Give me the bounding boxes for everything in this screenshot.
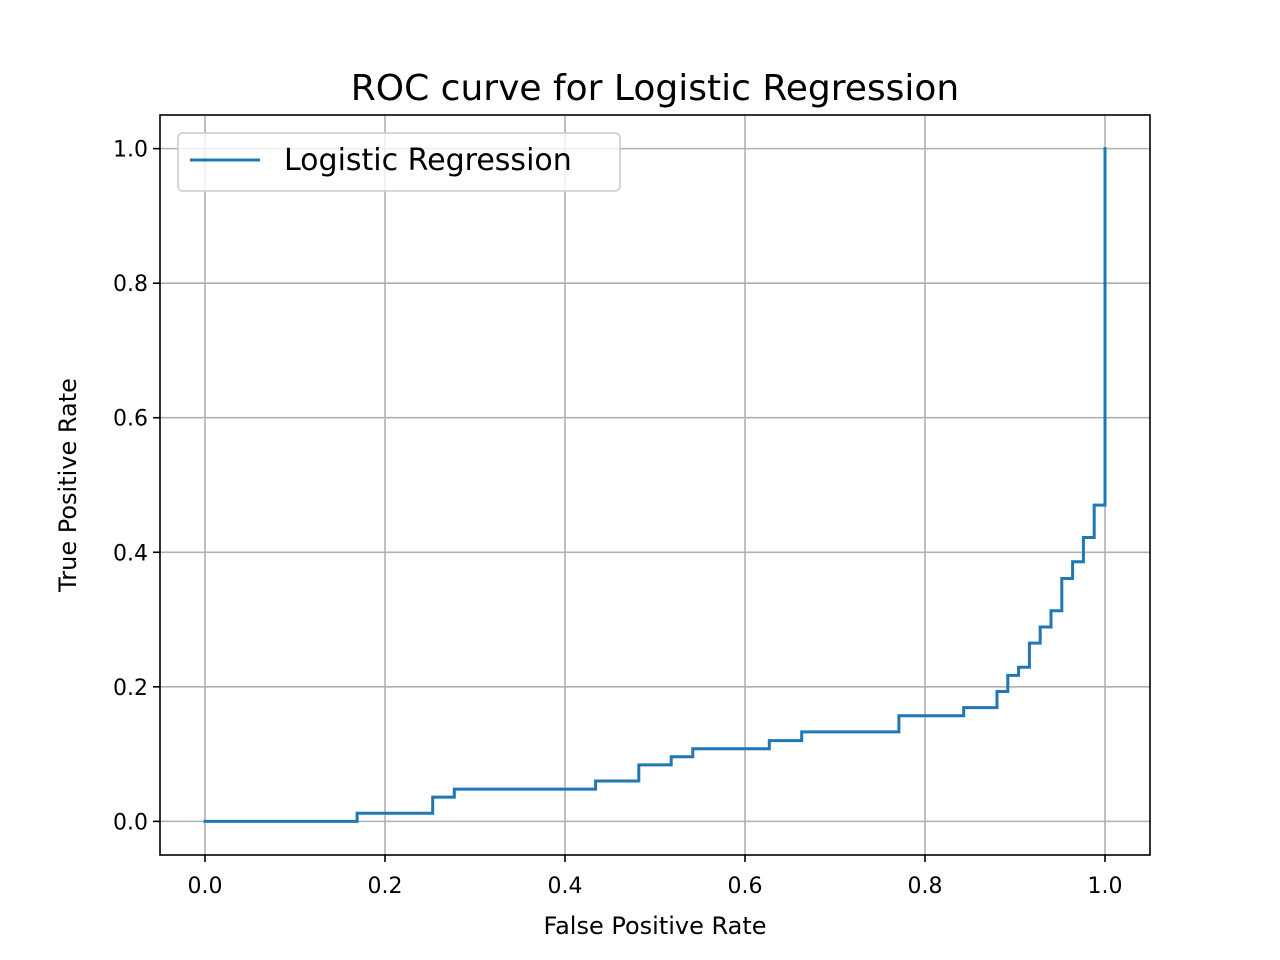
series-line-0	[203, 147, 1107, 823]
ticks: 0.0 0.2 0.4 0.6 0.8 1.0 0.0 0.2 0.4 0.6 0.8 1.0	[113, 138, 1123, 899]
plot-background	[160, 115, 1150, 855]
grid	[160, 115, 1150, 855]
x-tick-label-2: 0.4	[548, 874, 583, 899]
series-layer	[203, 147, 1107, 823]
x-tick-label-4: 0.8	[908, 874, 943, 899]
x-tick-label-5: 1.0	[1088, 874, 1123, 899]
y-tick-label-5: 1.0	[113, 138, 148, 163]
y-axis-label: True Positive Rate	[54, 378, 82, 593]
y-tick-label-1: 0.2	[113, 676, 148, 701]
legend: Logistic Regression	[177, 132, 621, 192]
plot-frame	[159, 114, 1151, 856]
x-tick-label-0: 0.0	[188, 874, 223, 899]
x-tick-label-1: 0.2	[368, 874, 403, 899]
legend-label: Logistic Regression	[284, 143, 572, 178]
legend-box	[177, 132, 621, 192]
y-tick-label-2: 0.4	[113, 541, 148, 566]
x-axis-label: False Positive Rate	[543, 912, 766, 940]
y-tick-label-4: 0.8	[113, 272, 148, 297]
y-tick-label-3: 0.6	[113, 407, 148, 432]
y-tick-label-0: 0.0	[113, 810, 148, 835]
plot-area: 0.0 0.2 0.4 0.6 0.8 1.0 0.0 0.2 0.4 0.6 0.8 1.0	[113, 114, 1151, 899]
chart-title: ROC curve for Logistic Regression	[351, 68, 960, 109]
x-tick-label-3: 0.6	[728, 874, 763, 899]
